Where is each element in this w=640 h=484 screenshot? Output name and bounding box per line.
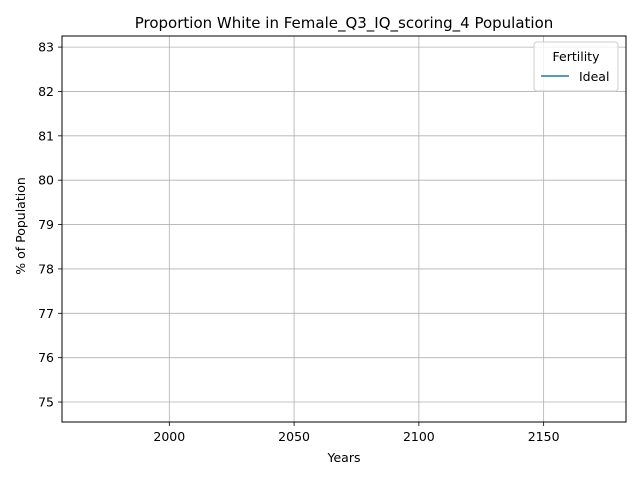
legend-label-ideal: Ideal xyxy=(579,69,609,84)
x-tick-label: 2000 xyxy=(153,429,185,444)
y-tick-label: 82 xyxy=(38,84,54,99)
legend-frame xyxy=(533,41,619,92)
legend: Fertility Ideal xyxy=(533,41,619,92)
x-axis-label: Years xyxy=(327,450,361,465)
grid xyxy=(62,36,626,422)
plot-frame xyxy=(61,35,627,423)
x-tick-label: 2150 xyxy=(528,429,560,444)
y-tick-label: 80 xyxy=(38,173,54,188)
x-tick-label: 2050 xyxy=(278,429,310,444)
y-tick-label: 77 xyxy=(38,306,54,321)
y-tick-label: 83 xyxy=(38,40,54,55)
y-tick-label: 76 xyxy=(38,350,54,365)
y-axis-label: % of Population xyxy=(13,177,28,275)
y-tick-label: 75 xyxy=(38,395,54,410)
y-tick-label: 78 xyxy=(38,261,54,276)
y-tick-label: 81 xyxy=(38,128,54,143)
chart-title: Proportion White in Female_Q3_IQ_scoring… xyxy=(135,14,554,33)
legend-title: Fertility xyxy=(553,49,601,64)
x-axis: 2000 2050 2100 2150 xyxy=(153,422,560,444)
x-tick-label: 2100 xyxy=(403,429,435,444)
y-axis: 75 76 77 78 79 80 81 82 83 xyxy=(38,40,62,410)
y-tick-label: 79 xyxy=(38,217,54,232)
